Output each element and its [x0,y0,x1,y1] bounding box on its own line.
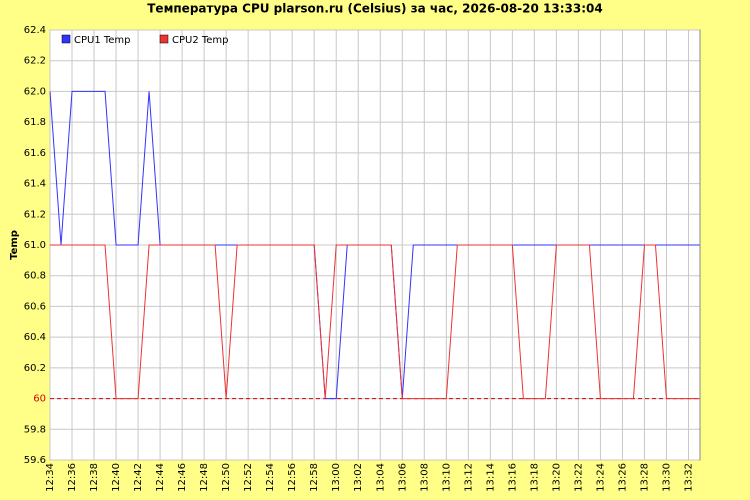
x-tick-label: 13:10 [441,463,452,492]
x-tick-label: 12:46 [177,463,188,492]
x-tick-label: 13:00 [331,463,342,492]
x-tick-label: 13:26 [617,463,628,492]
x-tick-label: 13:22 [573,463,584,492]
x-tick-label: 13:24 [595,463,606,492]
y-tick-label: 61.0 [24,240,46,251]
y-tick-label: 61.4 [24,179,46,190]
x-tick-label: 12:52 [243,463,254,492]
legend-swatch [61,34,71,44]
x-tick-label: 12:36 [67,463,78,492]
x-tick-label: 13:20 [551,463,562,492]
legend-label: CPU1 Temp [74,35,131,46]
legend-label: CPU2 Temp [172,35,229,46]
y-tick-label: 59.8 [24,424,46,435]
x-tick-label: 13:06 [397,463,408,492]
y-tick-label: 60.8 [24,271,46,282]
y-tick-label: 62.0 [24,86,46,97]
y-tick-label: 60.2 [24,363,46,374]
chart-title: Температура CPU plarson.ru (Celsius) за … [147,2,602,16]
x-tick-label: 13:16 [507,463,518,492]
y-tick-label: 61.8 [24,117,46,128]
x-tick-label: 13:18 [529,463,540,492]
legend-swatch [159,34,169,44]
series-line [50,244,700,400]
x-tick-label: 12:50 [221,463,232,492]
x-tick-label: 12:58 [309,463,320,492]
x-tick-label: 12:48 [199,463,210,492]
x-tick-label: 12:34 [45,463,56,492]
y-tick-label: 60 [33,394,46,405]
x-tick-label: 12:56 [287,463,298,492]
x-tick-label: 13:08 [419,463,430,492]
y-tick-label: 60.6 [24,301,46,312]
y-tick-label: 61.2 [24,209,46,220]
y-axis-label: Temp [9,230,20,260]
x-tick-label: 13:04 [375,463,386,492]
x-tick-label: 13:28 [639,463,650,492]
y-tick-label: 62.2 [24,56,46,67]
y-tick-label: 60.4 [24,332,46,343]
x-tick-label: 13:32 [683,463,694,492]
x-tick-label: 13:14 [485,463,496,492]
y-tick-label: 59.6 [24,455,46,466]
x-tick-label: 12:38 [89,463,100,492]
x-tick-label: 12:44 [155,463,166,492]
x-tick-label: 13:30 [661,463,672,492]
x-tick-label: 13:12 [463,463,474,492]
x-tick-label: 12:40 [111,463,122,492]
y-tick-label: 62.4 [24,25,46,36]
x-tick-label: 13:02 [353,463,364,492]
x-tick-label: 12:42 [133,463,144,492]
x-tick-label: 12:54 [265,463,276,492]
y-tick-label: 61.6 [24,148,46,159]
